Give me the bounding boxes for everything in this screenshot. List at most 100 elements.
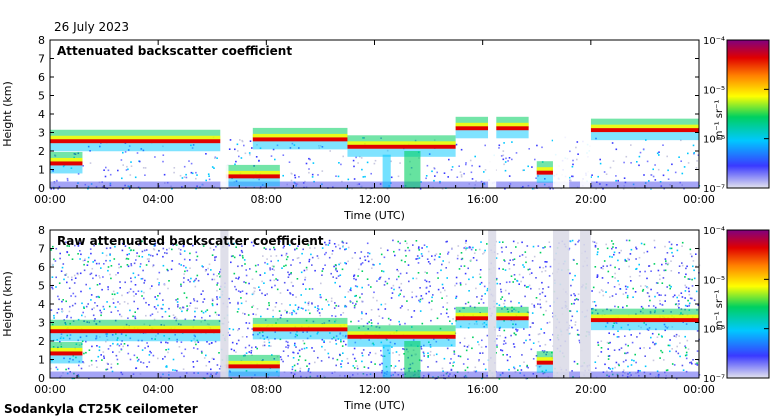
layer-halo-cyan bbox=[347, 338, 456, 347]
layer-halo-cyan bbox=[225, 178, 280, 187]
data-gap bbox=[580, 230, 591, 378]
layer-halo-green bbox=[590, 308, 699, 319]
y-tick-label: 3 bbox=[38, 317, 45, 330]
layer-halo-yellow bbox=[455, 122, 489, 128]
layer-halo-green bbox=[225, 164, 280, 175]
colorbar bbox=[726, 39, 770, 189]
y-tick-label: 5 bbox=[38, 280, 45, 293]
colorbar-tick-label: 10⁻⁵ bbox=[703, 275, 725, 286]
x-tick-label: 12:00 bbox=[359, 193, 391, 206]
y-tick-label: 0 bbox=[38, 182, 45, 195]
low-layer bbox=[225, 364, 280, 369]
colorbar-unit-label: m⁻¹ sr⁻¹ bbox=[714, 290, 725, 331]
y-tick-label: 0 bbox=[38, 372, 45, 385]
x-tick-label: 20:00 bbox=[575, 193, 607, 206]
layer-halo-green bbox=[50, 341, 83, 352]
cloud-layer bbox=[347, 144, 456, 149]
data-gap bbox=[220, 230, 229, 378]
x-axis-title: Time (UTC) bbox=[343, 399, 405, 412]
y-tick-label: 8 bbox=[38, 224, 45, 237]
x-tick-label: 16:00 bbox=[467, 383, 499, 396]
plot-background bbox=[50, 230, 699, 378]
precip-streak bbox=[382, 154, 391, 188]
layer-halo-yellow bbox=[50, 347, 83, 353]
y-tick-label: 1 bbox=[38, 354, 45, 367]
cloud-layer bbox=[590, 318, 699, 323]
layer-halo-yellow bbox=[496, 312, 529, 318]
cloud-layer bbox=[590, 128, 699, 133]
layer-halo-green bbox=[347, 135, 456, 146]
layer-halo-cyan bbox=[496, 320, 529, 329]
cloud-layer bbox=[455, 126, 489, 131]
layer-halo-yellow bbox=[590, 124, 699, 130]
x-axis-title: Time (UTC) bbox=[343, 209, 405, 222]
panel-title: Attenuated backscatter coefficient bbox=[57, 44, 292, 58]
layer-halo-green bbox=[536, 351, 553, 362]
y-tick-label: 7 bbox=[38, 53, 45, 66]
layer-halo-cyan bbox=[455, 320, 489, 329]
y-tick-label: 4 bbox=[38, 298, 45, 311]
cloud-layer bbox=[496, 316, 529, 321]
layer-halo-cyan bbox=[590, 132, 699, 141]
layer-halo-yellow bbox=[347, 331, 456, 337]
data-gap bbox=[220, 40, 229, 188]
layer-halo-cyan bbox=[536, 364, 553, 373]
precip-streak bbox=[382, 344, 391, 378]
data-gap bbox=[580, 40, 591, 188]
y-tick-label: 5 bbox=[38, 90, 45, 103]
layer-halo-yellow bbox=[225, 360, 280, 366]
cloud-layer bbox=[347, 334, 456, 339]
layer-halo-yellow bbox=[347, 141, 456, 147]
data-gap bbox=[488, 230, 497, 378]
layer-halo-green bbox=[50, 129, 221, 140]
x-tick-label: 12:00 bbox=[359, 383, 391, 396]
precip-streak bbox=[404, 151, 421, 188]
layer-halo-yellow bbox=[225, 170, 280, 176]
y-tick-label: 4 bbox=[38, 108, 45, 121]
y-tick-label: 8 bbox=[38, 34, 45, 47]
cloud-layer bbox=[50, 329, 221, 334]
layer-halo-green bbox=[347, 325, 456, 336]
colorbar-tick-label: 10⁻⁵ bbox=[703, 85, 725, 96]
x-tick-label: 00:00 bbox=[34, 383, 66, 396]
data-gap bbox=[488, 40, 497, 188]
layer-halo-green bbox=[252, 127, 348, 138]
colorbar-tick-label: 10⁻⁶ bbox=[703, 325, 725, 336]
layer-halo-yellow bbox=[536, 167, 553, 173]
panel-title: Raw attenuated backscatter coefficient bbox=[57, 234, 324, 248]
cloud-layer bbox=[455, 316, 489, 321]
y-axis-title: Height (km) bbox=[1, 81, 14, 147]
layer-halo-cyan bbox=[496, 130, 529, 139]
x-tick-label: 08:00 bbox=[250, 193, 282, 206]
layer-halo-green bbox=[455, 116, 489, 127]
x-tick-label: 00:00 bbox=[683, 383, 715, 396]
colorbar bbox=[726, 229, 770, 379]
low-layer bbox=[225, 174, 280, 179]
y-tick-label: 7 bbox=[38, 243, 45, 256]
colorbar-unit-label: m⁻¹ sr⁻¹ bbox=[714, 100, 725, 141]
layer-halo-yellow bbox=[455, 312, 489, 318]
layer-halo-cyan bbox=[50, 143, 221, 152]
low-layer bbox=[50, 161, 83, 166]
layer-halo-yellow bbox=[252, 133, 348, 139]
x-tick-label: 08:00 bbox=[250, 383, 282, 396]
layer-halo-cyan bbox=[252, 141, 348, 150]
layer-halo-cyan bbox=[50, 165, 83, 174]
data-gap bbox=[552, 230, 570, 378]
layer-halo-yellow bbox=[590, 314, 699, 320]
instrument-footer: Sodankyla CT25K ceilometer bbox=[4, 402, 198, 416]
date-label: 26 July 2023 bbox=[54, 20, 130, 34]
layer-halo-yellow bbox=[50, 157, 83, 163]
y-tick-label: 6 bbox=[38, 261, 45, 274]
cloud-layer bbox=[252, 327, 348, 332]
data-gap bbox=[552, 40, 570, 188]
colorbar-tick-label: 10⁻⁴ bbox=[703, 36, 725, 47]
x-tick-label: 20:00 bbox=[575, 383, 607, 396]
layer-halo-green bbox=[252, 317, 348, 328]
layer-halo-green bbox=[455, 306, 489, 317]
x-tick-label: 16:00 bbox=[467, 193, 499, 206]
cloud-layer bbox=[496, 126, 529, 131]
plot-background bbox=[50, 40, 699, 188]
layer-halo-yellow bbox=[50, 135, 221, 141]
